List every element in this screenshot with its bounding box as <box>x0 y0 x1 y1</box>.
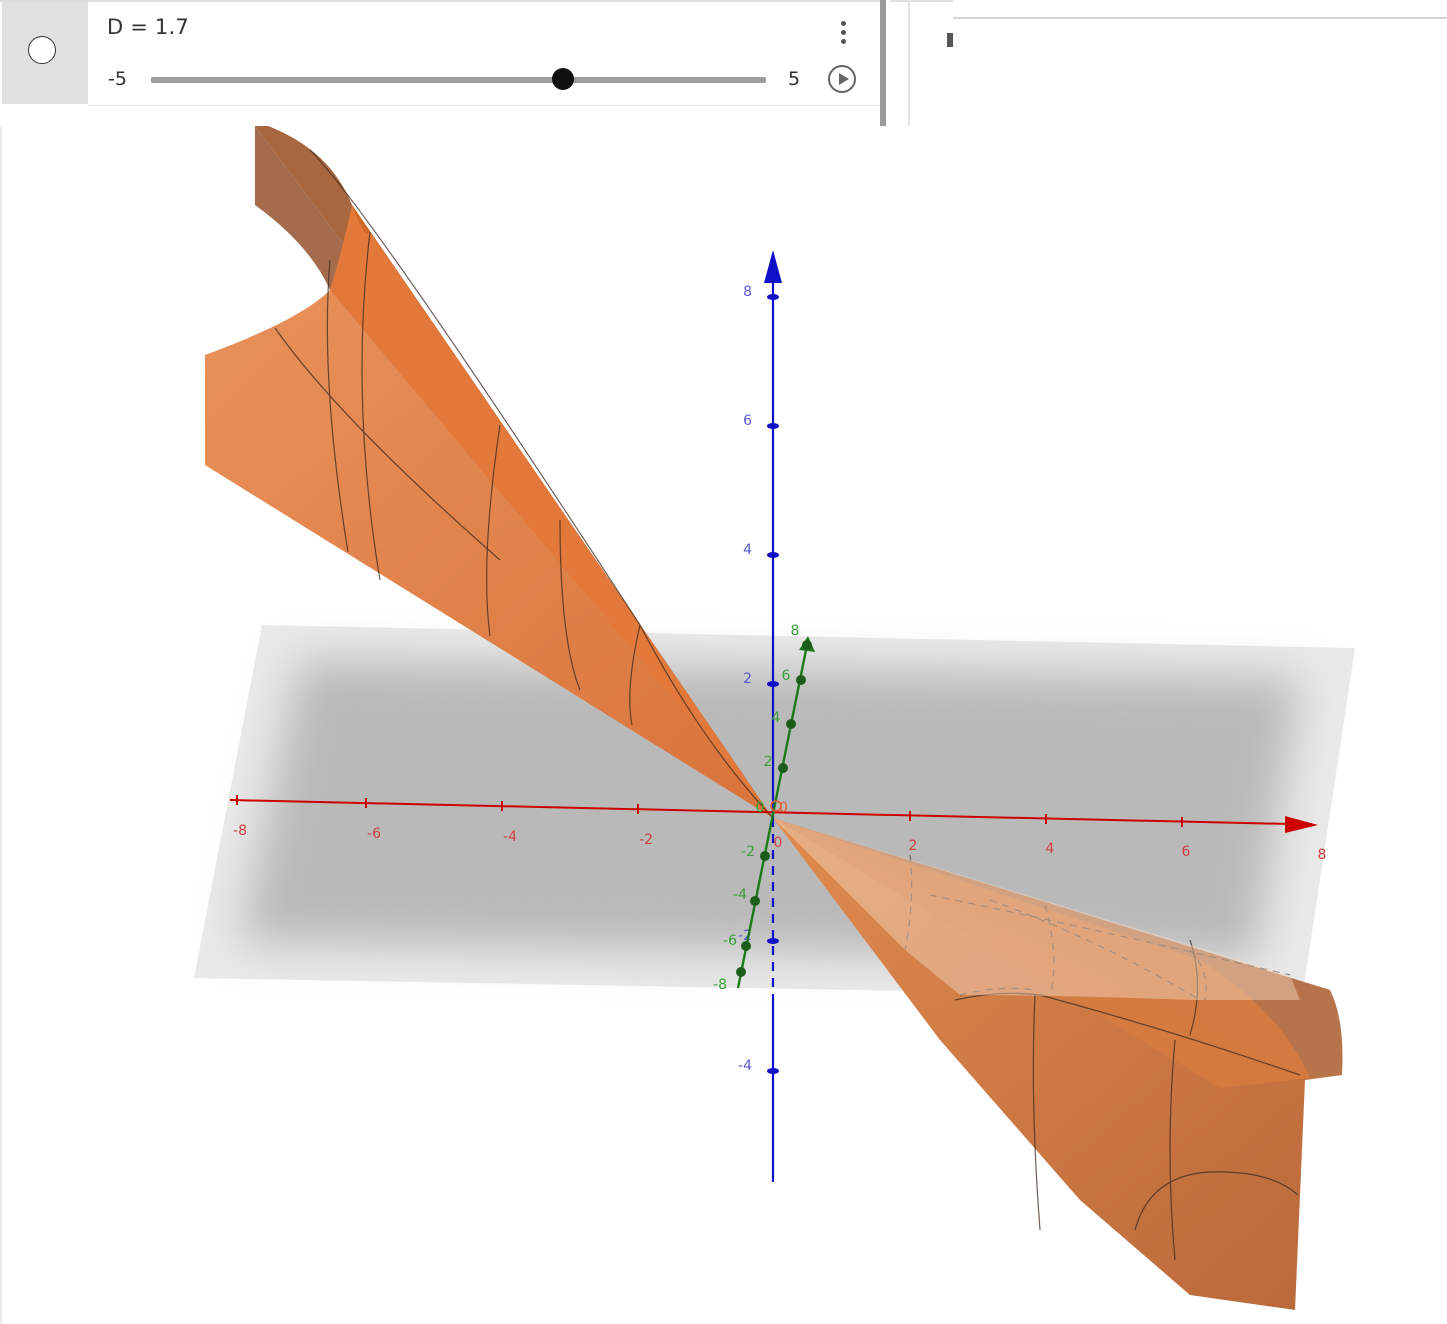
y-tick-mark <box>778 763 788 773</box>
y-tick-label: 4 <box>772 710 781 726</box>
y-tick-label: -6 <box>723 933 737 949</box>
origin-label: 0 <box>779 800 788 816</box>
panel-top-border <box>0 0 880 2</box>
z-tick-mark <box>767 681 779 687</box>
z-tick-mark <box>767 294 779 300</box>
cone-surface-lower[interactable] <box>773 818 1343 1310</box>
z-tick-label: 4 <box>743 542 752 558</box>
y-tick-mark <box>750 896 760 906</box>
view-top-border <box>890 0 953 2</box>
z-tick-mark <box>767 552 779 558</box>
x-tick-label: -8 <box>233 823 247 839</box>
x-tick-label: 4 <box>1046 841 1055 857</box>
slider-thumb[interactable] <box>552 68 575 90</box>
y-tick-mark <box>786 719 796 729</box>
x-tick-label: -6 <box>367 826 381 842</box>
row-divider <box>88 105 880 106</box>
x-axis-line[interactable] <box>229 799 1291 825</box>
z-tick-mark <box>767 423 779 429</box>
y-tick-label: 6 <box>782 668 791 684</box>
algebra-scrollbar[interactable] <box>880 0 886 126</box>
slider-min-label: -5 <box>108 68 127 90</box>
x-axis-arrow <box>1285 816 1318 833</box>
x-tick-label: -4 <box>503 829 517 845</box>
view-left-border <box>0 126 2 1324</box>
slider-max-label: 5 <box>788 68 801 90</box>
x-tick-label: 2 <box>909 838 918 854</box>
y-tick-mark <box>760 851 770 861</box>
z-axis-arrow <box>764 250 782 283</box>
x-tick-label: 8 <box>1318 847 1327 863</box>
y-tick-mark <box>736 967 746 977</box>
z-tick-mark <box>767 1068 779 1074</box>
x-tick-label: 0 <box>774 835 783 851</box>
algebra-view: D = 1.7 -5 5 <box>0 0 890 126</box>
y-tick-label: 8 <box>791 623 800 639</box>
cone-surface-upper[interactable] <box>205 126 774 819</box>
z-tick-label: 8 <box>743 284 752 300</box>
z-tick-label: 6 <box>743 413 752 429</box>
more-options-icon[interactable] <box>832 18 856 48</box>
panel-splitter[interactable] <box>908 0 910 126</box>
play-animation-icon[interactable] <box>828 65 856 93</box>
visibility-toggle-icon[interactable] <box>28 36 56 64</box>
view-top-border-right <box>953 17 1447 19</box>
view-handle-icon[interactable] <box>947 33 953 47</box>
x-tick-label: -2 <box>639 832 653 848</box>
z-tick-label: -4 <box>738 1058 752 1074</box>
x-tick-label: 6 <box>1182 844 1191 860</box>
y-tick-label: 2 <box>764 754 773 770</box>
y-axis-line[interactable] <box>736 639 810 989</box>
y-tick-label: -4 <box>733 887 747 903</box>
y-tick-label: -8 <box>713 977 727 993</box>
slider-expression[interactable]: D = 1.7 <box>107 15 189 39</box>
y-tick-mark <box>741 941 751 951</box>
z-tick-mark <box>767 938 779 944</box>
visibility-toggle-column <box>2 2 88 104</box>
y-tick-label: 0 <box>756 800 765 816</box>
z-tick-label: 2 <box>743 671 752 687</box>
slider-track[interactable] <box>151 77 766 83</box>
origin-point[interactable] <box>770 800 782 812</box>
y-tick-mark <box>802 640 812 650</box>
y-tick-mark <box>796 675 806 685</box>
y-tick-label: -2 <box>741 844 755 860</box>
